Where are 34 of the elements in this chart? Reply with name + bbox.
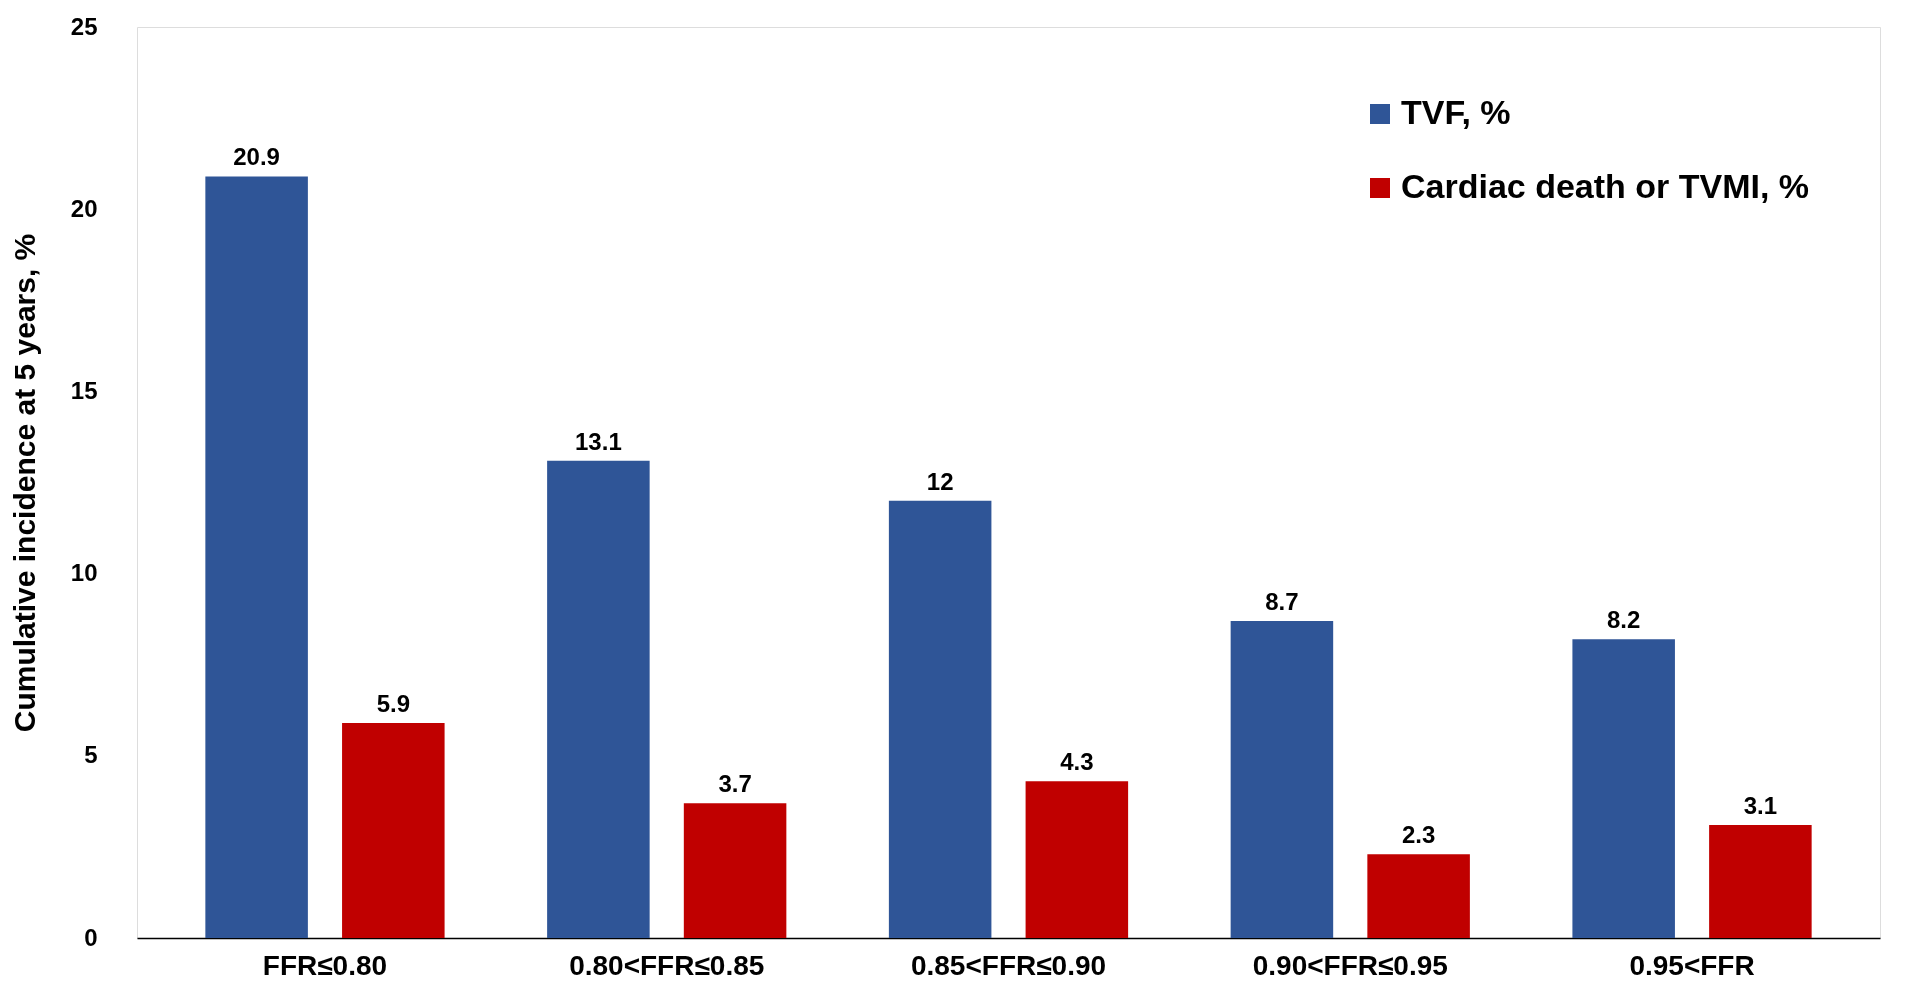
x-tick-label: FFR≤0.80: [262, 949, 388, 981]
x-tick-label: 0.85<FFR≤0.90: [910, 949, 1107, 981]
bar: [342, 723, 445, 938]
y-tick-label: 15: [70, 376, 98, 404]
data-label: 3.1: [1743, 792, 1778, 820]
bar: [1230, 620, 1334, 938]
y-axis-title: Cumulative incidence at 5 years, %: [7, 233, 41, 733]
data-label: 12: [926, 467, 954, 495]
data-label: 5.9: [376, 690, 411, 717]
legend-label: Cardiac death or TVMI, %: [1401, 167, 1810, 205]
x-tick-label: 0.90<FFR≤0.95: [1252, 949, 1448, 981]
x-tick-label: 0.80<FFR≤0.85: [569, 949, 765, 981]
bar: [683, 803, 787, 938]
y-tick-label: 5: [84, 741, 98, 769]
y-tick-label: 25: [70, 12, 98, 40]
data-label: 20.9: [233, 143, 280, 171]
bar: [888, 500, 992, 938]
data-label: 13.1: [575, 427, 622, 455]
bar: [547, 460, 650, 938]
bar: [1367, 854, 1470, 938]
data-label: 4.3: [1060, 748, 1094, 776]
data-label: 3.7: [718, 770, 752, 798]
bar: [205, 176, 308, 938]
data-label: 8.2: [1606, 606, 1641, 634]
x-tick-label: 0.95<FFR: [1629, 949, 1755, 981]
y-tick-label: 10: [70, 559, 98, 587]
y-tick-label: 0: [84, 923, 98, 951]
data-label: 2.3: [1401, 821, 1436, 849]
bar: [1709, 825, 1812, 938]
data-label: 8.7: [1265, 587, 1299, 615]
y-tick-label: 20: [70, 194, 98, 222]
bar: [1572, 639, 1675, 938]
legend-label: TVF, %: [1401, 93, 1511, 131]
bar: [1025, 781, 1129, 938]
